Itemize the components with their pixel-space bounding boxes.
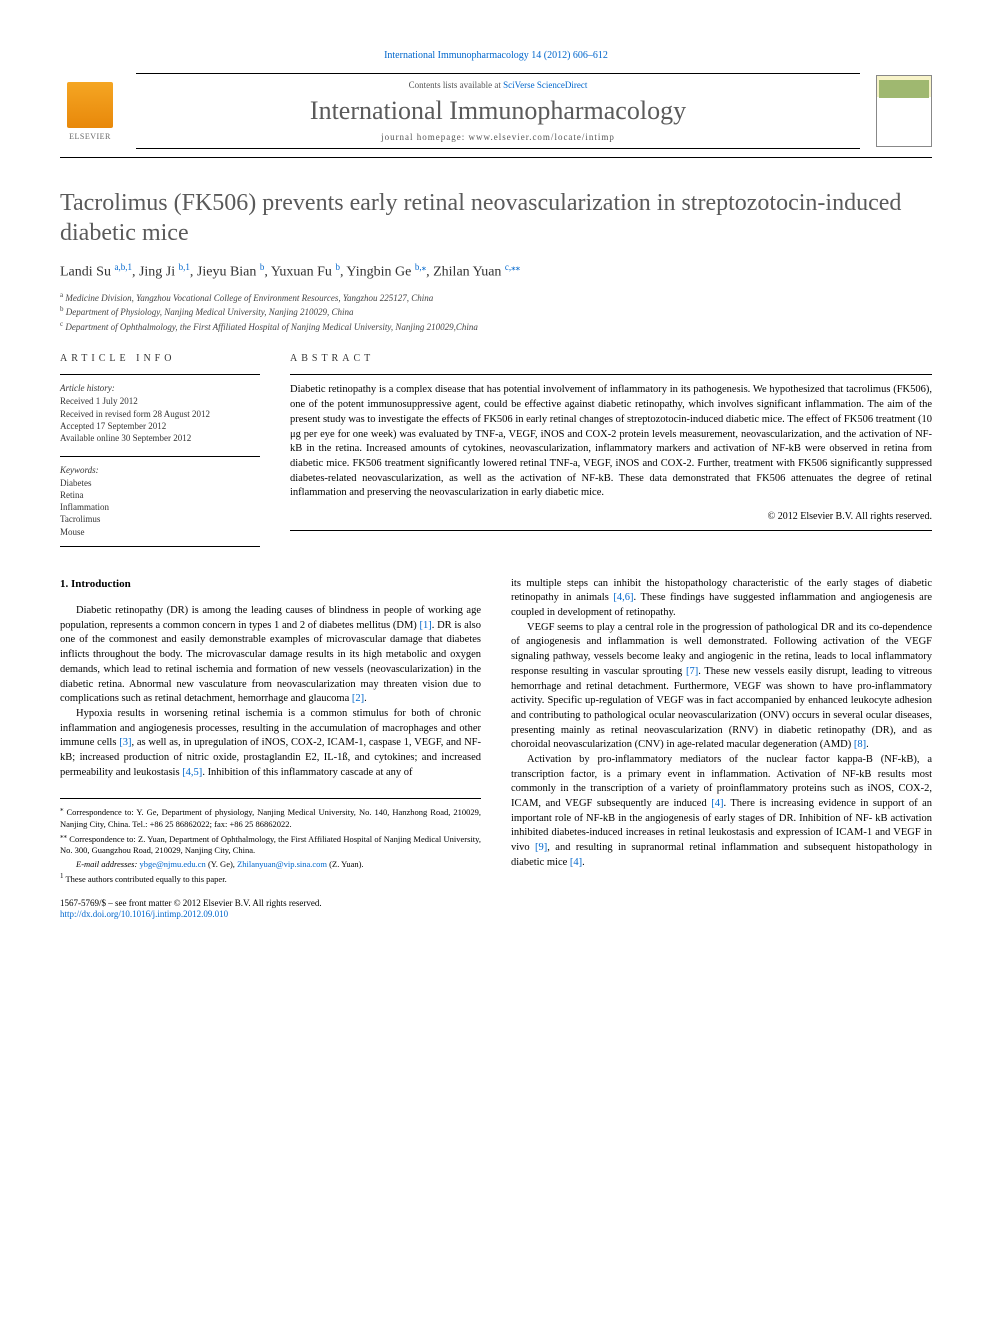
author-name: , Jing Ji [132,265,179,280]
authors-line: Landi Su a,b,1, Jing Ji b,1, Jieyu Bian … [60,262,932,281]
keyword-item: Tacrolimus [60,513,260,525]
body-para-2: Hypoxia results in worsening retinal isc… [60,707,481,780]
body-para-1: Diabetic retinopathy (DR) is among the l… [60,604,481,707]
article-history-label: Article history: [60,374,260,393]
author-name: , Zhilan Yuan [426,265,505,280]
header-center: Contents lists available at SciVerse Sci… [136,73,860,149]
cover-band [879,80,929,98]
affiliations: a Medicine Division, Yangzhou Vocational… [60,291,932,334]
sciencedirect-link[interactable]: SciVerse ScienceDirect [503,80,587,90]
citation-8[interactable]: [8] [854,739,866,750]
footnote-corr-2: ⁎⁎ Correspondence to: Z. Yuan, Departmen… [60,832,481,857]
keyword-item: Diabetes [60,477,260,489]
abstract-label: abstract [290,353,932,364]
cover-body [881,102,927,142]
journal-ref-link[interactable]: International Immunopharmacology 14 (201… [384,50,608,61]
author-name: Landi Su [60,265,114,280]
journal-name: International Immunopharmacology [136,96,860,126]
author-affil-sup: b,1 [179,262,190,272]
body-para-4: VEGF seems to play a central role in the… [511,621,932,753]
body-right-column: its multiple steps can inhibit the histo… [511,577,932,921]
history-item: Received 1 July 2012 [60,395,260,407]
keyword-item: Retina [60,489,260,501]
journal-cover-thumbnail [876,75,932,147]
body-left-column: 1. Introduction Diabetic retinopathy (DR… [60,577,481,921]
body-columns: 1. Introduction Diabetic retinopathy (DR… [60,577,932,921]
citation-4-6[interactable]: [4,6] [613,592,633,603]
doi-block: 1567-5769/$ – see front matter © 2012 El… [60,898,481,921]
email-yuan[interactable]: Zhilanyuan@vip.sina.com [237,859,327,869]
citation-4a[interactable]: [4] [711,798,723,809]
journal-homepage: journal homepage: www.elsevier.com/locat… [136,132,860,149]
keyword-items: DiabetesRetinaInflammationTacrolimusMous… [60,477,260,538]
journal-reference: International Immunopharmacology 14 (201… [60,50,932,61]
keyword-item: Mouse [60,526,260,538]
elsevier-label: ELSEVIER [69,132,111,141]
history-item: Available online 30 September 2012 [60,432,260,444]
journal-header: ELSEVIER Contents lists available at Sci… [60,73,932,158]
info-bottom-rule [60,546,260,547]
section-1-heading: 1. Introduction [60,577,481,592]
contents-prefix: Contents lists available at [409,80,503,90]
article-info: article info Article history: Received 1… [60,353,260,546]
info-abstract-row: article info Article history: Received 1… [60,353,932,546]
abstract-text: Diabetic retinopathy is a complex diseas… [290,374,932,501]
affiliation-line: c Department of Ophthalmology, the First… [60,320,932,334]
footnote-emails: E-mail addresses: ybge@njmu.edu.cn (Y. G… [60,859,481,870]
affiliation-line: a Medicine Division, Yangzhou Vocational… [60,291,932,305]
body-para-3: its multiple steps can inhibit the histo… [511,577,932,621]
citation-2[interactable]: [2] [352,693,364,704]
history-item: Received in revised form 28 August 2012 [60,408,260,420]
citation-9[interactable]: [9] [535,842,547,853]
page-root: International Immunopharmacology 14 (201… [0,0,992,961]
author-name: , Jieyu Bian [190,265,260,280]
abstract-copyright: © 2012 Elsevier B.V. All rights reserved… [290,511,932,531]
doi-link[interactable]: http://dx.doi.org/10.1016/j.intimp.2012.… [60,909,228,919]
abstract-column: abstract Diabetic retinopathy is a compl… [290,353,932,546]
citation-3[interactable]: [3] [119,737,131,748]
author-affil-sup: a,b,1 [114,262,132,272]
front-matter-line: 1567-5769/$ – see front matter © 2012 El… [60,898,481,910]
body-para-5: Activation by pro-inflammatory mediators… [511,753,932,871]
elsevier-logo: ELSEVIER [60,76,120,146]
footnote-equal-contrib: 1 These authors contributed equally to t… [60,872,481,885]
citation-7[interactable]: [7] [686,666,698,677]
citation-4-5[interactable]: [4,5] [182,767,202,778]
footnotes: ⁎ Correspondence to: Y. Ge, Department o… [60,798,481,885]
email-ge[interactable]: ybge@njmu.edu.cn [139,859,205,869]
history-item: Accepted 17 September 2012 [60,420,260,432]
author-corr-star: ⁎⁎ [511,262,520,272]
author-name: , Yuxuan Fu [264,265,335,280]
article-info-label: article info [60,353,260,364]
article-title: Tacrolimus (FK506) prevents early retina… [60,188,932,248]
keyword-item: Inflammation [60,501,260,513]
affiliation-line: b Department of Physiology, Nanjing Medi… [60,305,932,319]
citation-1[interactable]: [1] [420,620,432,631]
contents-lists-line: Contents lists available at SciVerse Sci… [136,73,860,90]
author-affil-sup: b, [415,262,422,272]
citation-4b[interactable]: [4] [570,857,582,868]
footnote-corr-1: ⁎ Correspondence to: Y. Ge, Department o… [60,805,481,830]
keywords-label: Keywords: [60,456,260,475]
history-items: Received 1 July 2012Received in revised … [60,395,260,444]
author-name: , Yingbin Ge [340,265,415,280]
elsevier-tree-icon [67,82,113,128]
